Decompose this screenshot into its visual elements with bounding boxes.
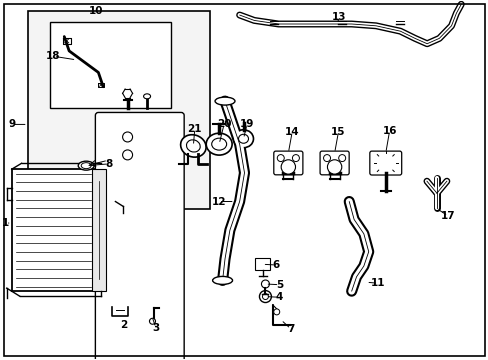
Text: 16: 16 bbox=[382, 126, 396, 135]
Text: 18: 18 bbox=[46, 51, 61, 61]
Text: 6: 6 bbox=[272, 260, 279, 270]
Ellipse shape bbox=[215, 97, 235, 105]
Bar bbox=[254, 258, 270, 270]
Circle shape bbox=[122, 150, 132, 160]
Ellipse shape bbox=[81, 163, 91, 168]
Bar bbox=[92, 169, 105, 291]
Ellipse shape bbox=[186, 140, 200, 152]
Ellipse shape bbox=[206, 133, 232, 155]
Text: 11: 11 bbox=[370, 278, 385, 288]
Circle shape bbox=[262, 293, 268, 300]
Bar bbox=[28, 12, 210, 209]
Ellipse shape bbox=[180, 135, 205, 157]
Ellipse shape bbox=[238, 134, 248, 143]
Ellipse shape bbox=[78, 161, 94, 170]
FancyBboxPatch shape bbox=[95, 112, 184, 360]
Ellipse shape bbox=[233, 130, 253, 148]
Bar bbox=[50, 22, 171, 108]
Text: 20: 20 bbox=[216, 120, 231, 129]
Text: 15: 15 bbox=[330, 127, 345, 136]
Circle shape bbox=[273, 309, 279, 315]
Circle shape bbox=[323, 154, 330, 162]
Circle shape bbox=[338, 154, 345, 162]
Circle shape bbox=[281, 160, 295, 174]
Text: 2: 2 bbox=[120, 320, 127, 330]
Text: 3: 3 bbox=[152, 323, 159, 333]
Text: 8: 8 bbox=[105, 159, 112, 169]
Ellipse shape bbox=[212, 276, 232, 284]
Text: 13: 13 bbox=[331, 12, 346, 22]
Ellipse shape bbox=[143, 94, 150, 99]
Text: 9: 9 bbox=[8, 120, 15, 129]
FancyBboxPatch shape bbox=[320, 151, 348, 175]
Text: 10: 10 bbox=[88, 6, 103, 16]
Text: 7: 7 bbox=[286, 324, 294, 334]
Ellipse shape bbox=[211, 138, 226, 150]
Bar bbox=[12, 169, 105, 291]
Circle shape bbox=[149, 318, 155, 324]
Circle shape bbox=[259, 291, 271, 302]
FancyBboxPatch shape bbox=[273, 151, 302, 175]
Text: 5: 5 bbox=[275, 280, 283, 290]
Text: 17: 17 bbox=[440, 211, 454, 221]
FancyBboxPatch shape bbox=[369, 151, 401, 175]
Text: 14: 14 bbox=[285, 127, 299, 136]
Circle shape bbox=[122, 132, 132, 142]
Text: 1: 1 bbox=[2, 218, 9, 228]
Text: 19: 19 bbox=[239, 120, 254, 129]
Circle shape bbox=[277, 154, 284, 162]
Text: 12: 12 bbox=[211, 197, 225, 207]
Circle shape bbox=[327, 160, 341, 174]
Circle shape bbox=[261, 280, 269, 288]
Text: 21: 21 bbox=[187, 124, 202, 134]
Circle shape bbox=[292, 154, 299, 162]
Text: 4: 4 bbox=[275, 292, 283, 302]
